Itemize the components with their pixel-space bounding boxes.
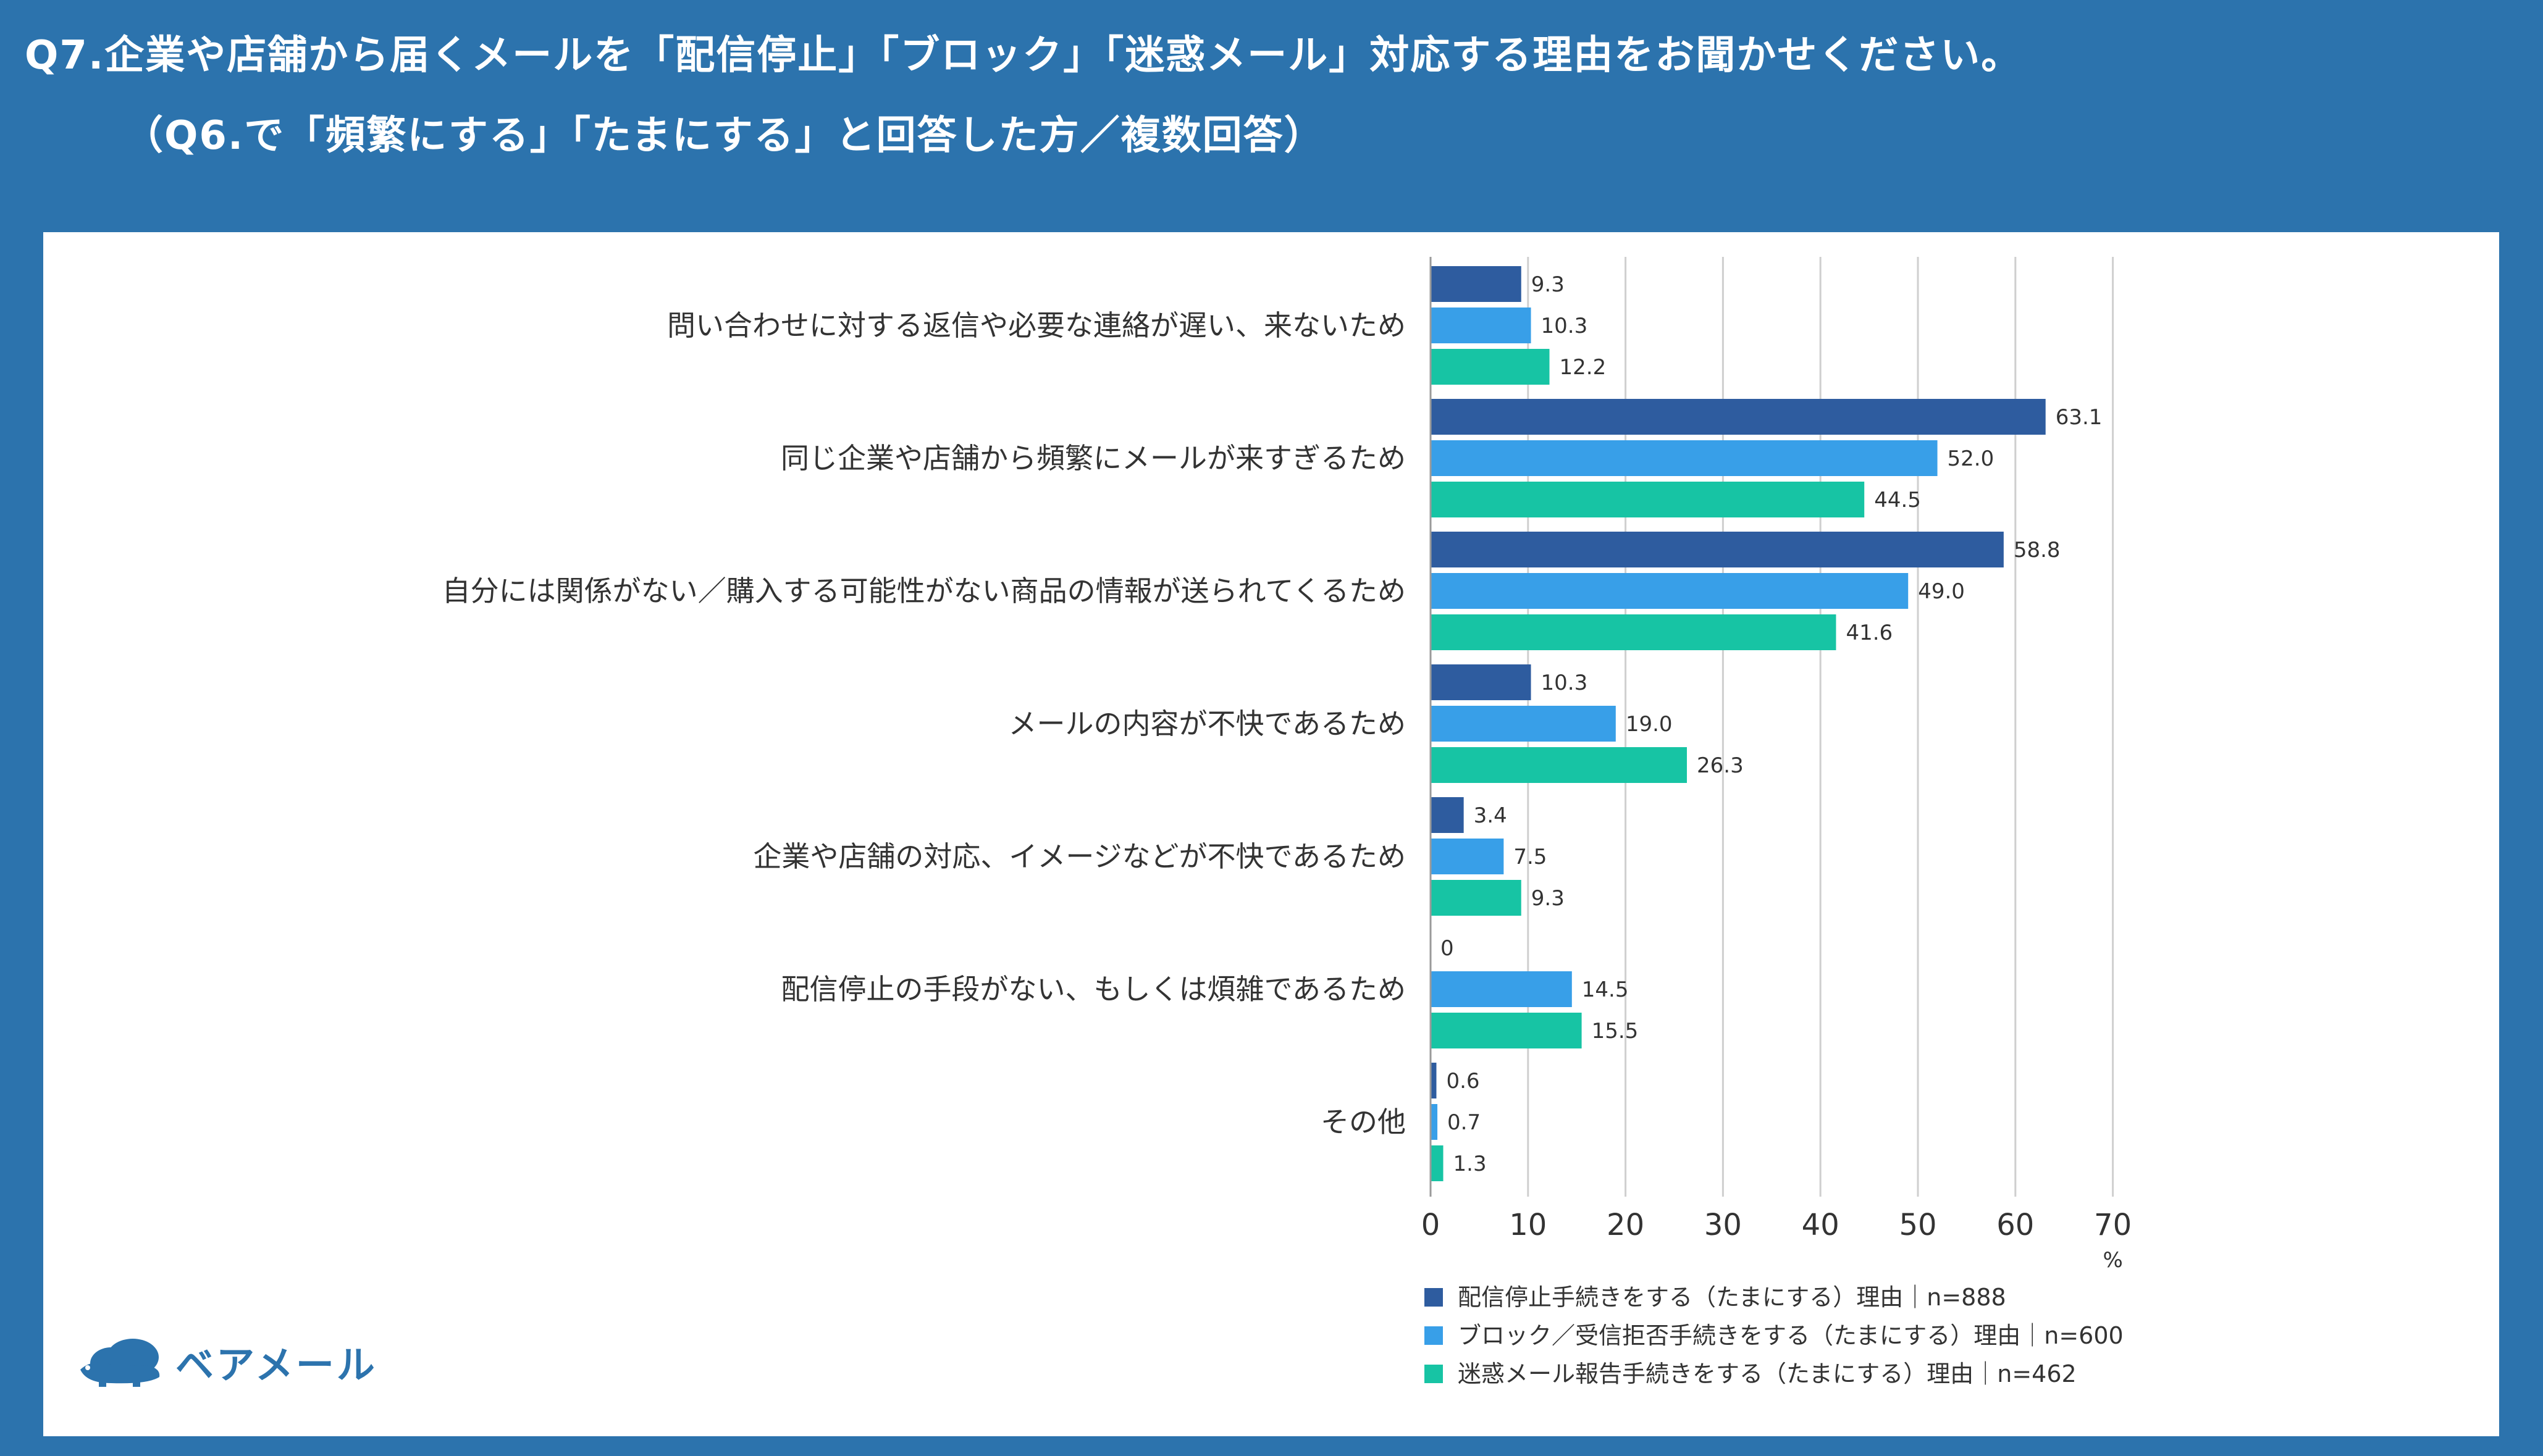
brand-logo: ベアメール (74, 1334, 377, 1389)
category-label: その他 (1321, 1105, 1406, 1139)
legend-label: 迷惑メール報告手続きをする（たまにする）理由｜n=462 (1458, 1360, 2077, 1387)
data-label: 15.5 (1592, 1019, 1639, 1044)
data-label: 0.6 (1446, 1069, 1479, 1094)
data-label: 9.3 (1531, 272, 1565, 297)
data-label: 7.5 (1513, 845, 1547, 869)
chart-title-line2: （Q6.で「頻繁にする」「たまにする」と回答した方／複数回答） (124, 113, 1325, 159)
brand-name: ベアメール (175, 1342, 377, 1387)
bar (1431, 399, 2046, 435)
bar (1431, 971, 1572, 1007)
bar (1431, 880, 1521, 916)
chart-title-line1: Q7.企業や店舗から届くメールを「配信停止」「ブロック」「迷惑メール」対応する理… (25, 33, 2022, 78)
data-label: 63.1 (2056, 405, 2103, 430)
bar (1431, 308, 1531, 343)
data-label: 0.7 (1447, 1110, 1481, 1135)
bar (1431, 1104, 1438, 1140)
data-label: 10.3 (1541, 671, 1588, 695)
bar (1431, 1013, 1582, 1048)
data-label: 10.3 (1541, 314, 1588, 338)
x-tick-label: 0 (1421, 1208, 1440, 1242)
data-label: 9.3 (1531, 886, 1565, 911)
category-label: 企業や店舗の対応、イメージなどが不快であるため (753, 840, 1406, 873)
data-label: 12.2 (1560, 355, 1607, 380)
bar (1431, 839, 1504, 874)
legend-swatch (1424, 1365, 1443, 1383)
category-label: 問い合わせに対する返信や必要な連絡が遅い、来ないため (667, 309, 1406, 342)
category-label: 同じ企業や店舗から頻繁にメールが来すぎるため (781, 441, 1406, 475)
bar (1431, 797, 1464, 833)
x-tick-label: 40 (1802, 1208, 1839, 1242)
bar (1431, 614, 1836, 650)
legend-label: 配信停止手続きをする（たまにする）理由｜n=888 (1458, 1284, 2006, 1311)
data-label: 0 (1440, 936, 1454, 961)
data-label: 41.6 (1846, 621, 1893, 645)
data-label: 49.0 (1918, 579, 1965, 604)
x-tick-label: 50 (1899, 1208, 1936, 1242)
bar (1431, 573, 1909, 609)
bar (1431, 747, 1688, 783)
x-tick-label: 60 (1996, 1208, 2034, 1242)
x-axis-unit: % (2103, 1248, 2122, 1273)
x-tick-label: 20 (1607, 1208, 1644, 1242)
data-label: 58.8 (2014, 538, 2061, 563)
data-label: 14.5 (1582, 977, 1629, 1002)
bar-chart: 9.3 10.3 12.2 問い合わせに対する返信や必要な連絡が遅い、来ないため 63.… (442, 257, 2132, 1387)
bar (1431, 706, 1616, 742)
data-label: 52.0 (1948, 446, 1994, 471)
bar (1431, 532, 2004, 567)
legend-swatch (1424, 1288, 1443, 1307)
bar (1431, 349, 1550, 385)
x-tick-label: 10 (1509, 1208, 1547, 1242)
bar (1431, 440, 1938, 476)
x-tick-label: 30 (1704, 1208, 1742, 1242)
data-label: 44.5 (1874, 488, 1921, 513)
bar (1431, 664, 1531, 700)
category-label: 配信停止の手段がない、もしくは煩雑であるため (781, 973, 1406, 1006)
category-label: 自分には関係がない／購入する可能性がない商品の情報が送られてくるため (442, 574, 1406, 608)
data-label: 3.4 (1474, 803, 1507, 828)
bear-cloud-icon (80, 1339, 160, 1387)
bar (1431, 1145, 1444, 1181)
x-tick-label: 70 (2094, 1208, 2132, 1242)
bar (1431, 1063, 1437, 1098)
data-label: 1.3 (1453, 1152, 1487, 1176)
bar (1431, 482, 1865, 517)
legend-swatch (1424, 1326, 1443, 1345)
data-label: 26.3 (1697, 753, 1744, 778)
category-label: メールの内容が不快であるため (1008, 707, 1406, 740)
data-label: 19.0 (1626, 712, 1673, 737)
legend-label: ブロック／受信拒否手続きをする（たまにする）理由｜n=600 (1458, 1322, 2124, 1349)
bar (1431, 266, 1521, 302)
chart-panel: 9.3 10.3 12.2 問い合わせに対する返信や必要な連絡が遅い、来ないため 63.… (43, 232, 2499, 1436)
